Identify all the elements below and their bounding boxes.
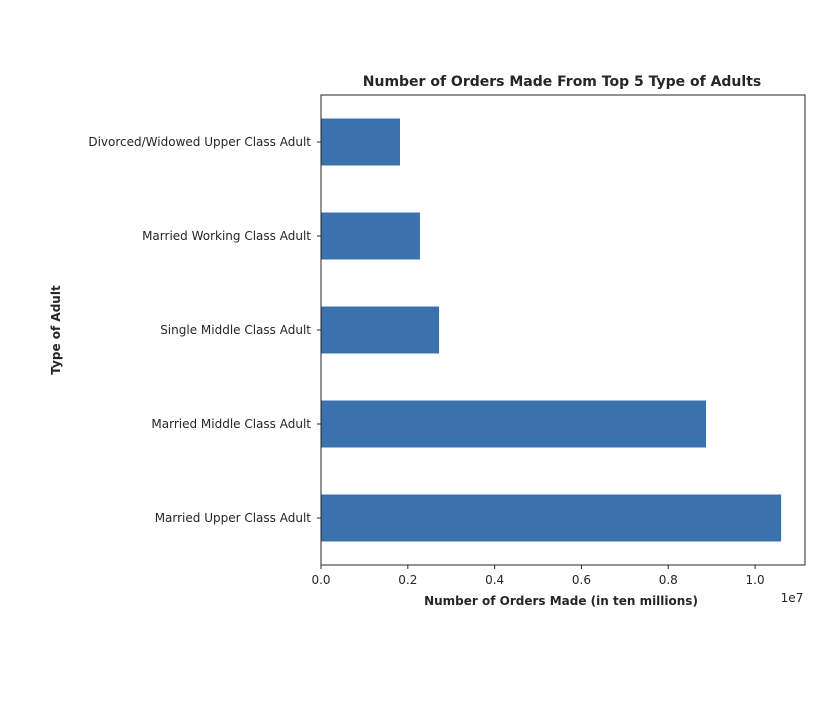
ticks-group: Married Upper Class Adult Married Middle … bbox=[88, 135, 764, 587]
bar-1 bbox=[321, 400, 707, 448]
x-tick-label: 0.0 bbox=[311, 573, 330, 587]
x-axis-offset-label: 1e7 bbox=[781, 591, 804, 605]
y-tick-label: Married Middle Class Adult bbox=[151, 417, 311, 431]
y-tick-label: Married Working Class Adult bbox=[142, 229, 311, 243]
chart-title: Number of Orders Made From Top 5 Type of… bbox=[363, 74, 761, 90]
y-tick-label: Divorced/Widowed Upper Class Adult bbox=[88, 135, 311, 149]
bar-0 bbox=[321, 494, 782, 542]
bar-2 bbox=[321, 306, 440, 354]
bar-3 bbox=[321, 212, 420, 260]
bars-group bbox=[321, 118, 782, 542]
x-tick-label: 1.0 bbox=[746, 573, 765, 587]
bar-4 bbox=[321, 118, 401, 166]
x-tick-label: 0.8 bbox=[659, 573, 678, 587]
x-axis-title: Number of Orders Made (in ten millions) bbox=[424, 594, 698, 608]
y-tick-label: Married Upper Class Adult bbox=[155, 511, 312, 525]
y-tick-label: Single Middle Class Adult bbox=[160, 323, 311, 337]
x-tick-label: 0.2 bbox=[398, 573, 417, 587]
x-tick-label: 0.4 bbox=[485, 573, 504, 587]
x-tick-label: 0.6 bbox=[572, 573, 591, 587]
y-axis-title: Type of Adult bbox=[49, 285, 63, 375]
